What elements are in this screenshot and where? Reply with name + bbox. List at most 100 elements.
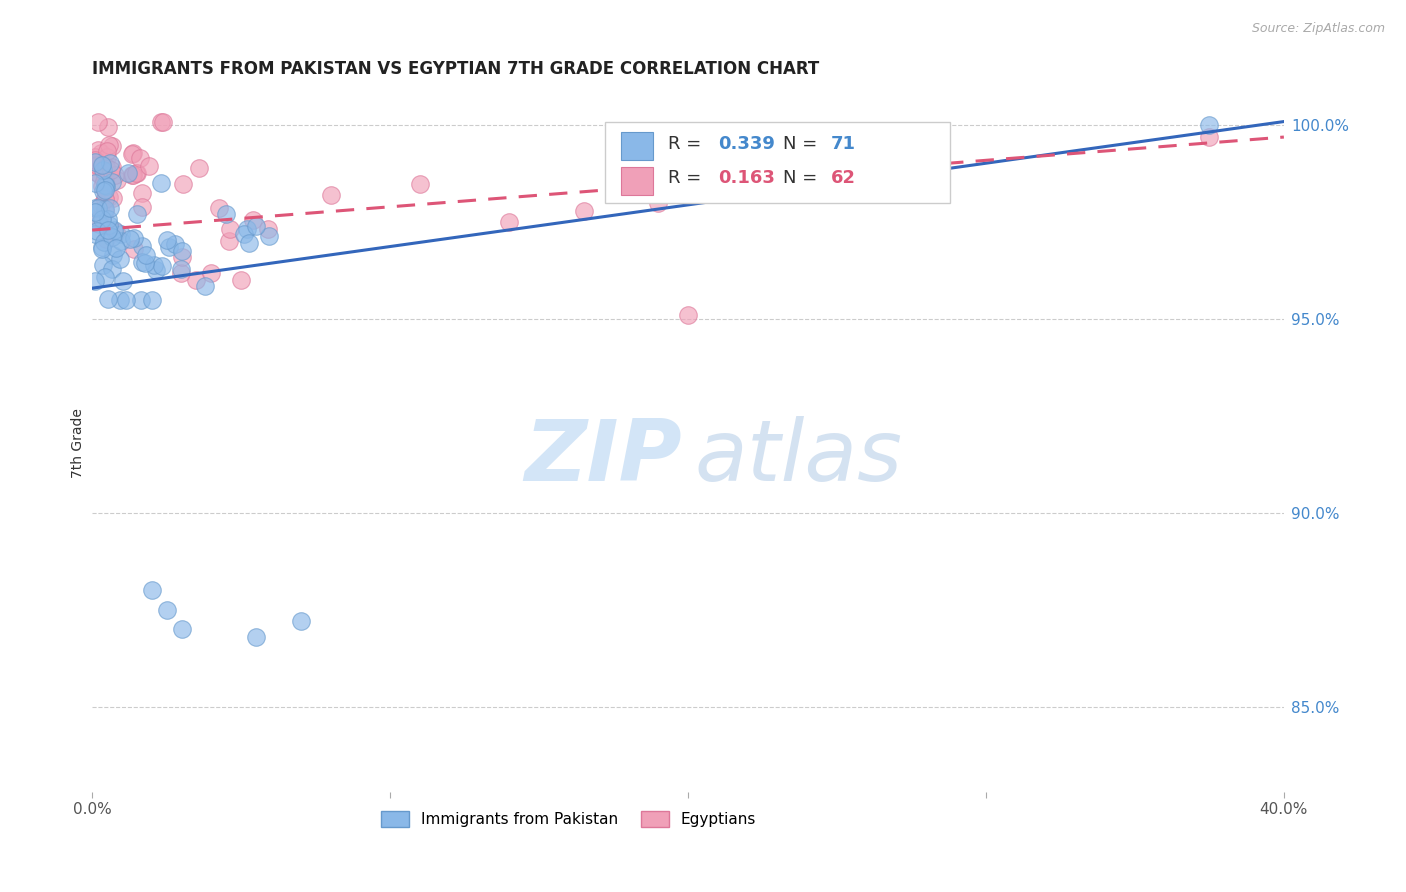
Point xyxy=(98,218,121,232)
Point xyxy=(121,147,143,161)
Point xyxy=(242,212,264,227)
Point xyxy=(319,188,342,202)
Point xyxy=(98,155,121,169)
Point xyxy=(115,293,138,307)
Point xyxy=(103,222,125,236)
Point xyxy=(156,603,179,617)
Point xyxy=(91,184,114,198)
Point xyxy=(97,211,120,226)
Point xyxy=(127,166,149,180)
Point xyxy=(256,222,278,236)
Point xyxy=(245,630,267,644)
Point xyxy=(1198,130,1220,145)
Point xyxy=(90,158,112,172)
Point xyxy=(96,144,118,158)
Point xyxy=(131,255,153,269)
FancyBboxPatch shape xyxy=(621,132,654,160)
Point xyxy=(232,227,254,241)
Point xyxy=(129,293,152,307)
Point xyxy=(87,114,110,128)
Point xyxy=(91,178,114,193)
Point xyxy=(150,259,173,273)
FancyBboxPatch shape xyxy=(605,122,950,202)
Point xyxy=(93,174,115,188)
Point xyxy=(84,164,107,178)
Point xyxy=(156,233,179,247)
Point xyxy=(93,192,115,206)
Point xyxy=(84,227,107,241)
Point xyxy=(172,177,194,191)
Text: 71: 71 xyxy=(831,135,856,153)
Point xyxy=(1198,119,1220,133)
Point xyxy=(138,159,160,173)
Point xyxy=(125,166,148,180)
Point xyxy=(84,273,107,287)
Point xyxy=(100,229,122,244)
Point xyxy=(219,222,242,236)
Point xyxy=(647,196,669,211)
Point xyxy=(90,242,112,256)
Point xyxy=(170,266,193,280)
Point xyxy=(100,163,122,178)
Point xyxy=(122,242,145,256)
Point xyxy=(108,252,131,266)
Point xyxy=(84,153,107,167)
Point xyxy=(121,168,143,182)
Point xyxy=(94,160,117,174)
Point xyxy=(141,293,163,307)
Point xyxy=(97,222,120,236)
Point xyxy=(84,150,107,164)
Point xyxy=(94,184,117,198)
Point xyxy=(498,215,520,229)
Point xyxy=(170,250,193,264)
Point xyxy=(97,120,120,134)
Point xyxy=(84,202,107,216)
Point xyxy=(90,145,112,160)
Point xyxy=(91,211,114,226)
Point xyxy=(94,192,117,206)
Legend: Immigrants from Pakistan, Egyptians: Immigrants from Pakistan, Egyptians xyxy=(375,805,762,833)
Text: N =: N = xyxy=(783,135,824,153)
Point xyxy=(131,238,153,252)
Point xyxy=(97,138,120,153)
Point xyxy=(96,150,118,164)
Point xyxy=(145,263,167,277)
Point xyxy=(97,293,120,307)
Point xyxy=(94,232,117,246)
Point xyxy=(122,146,145,161)
Point xyxy=(87,143,110,157)
Text: 0.163: 0.163 xyxy=(718,169,775,187)
Point xyxy=(236,222,259,236)
Point xyxy=(100,202,122,216)
Point xyxy=(135,248,157,262)
Point xyxy=(94,202,117,217)
Point xyxy=(104,225,127,239)
Point xyxy=(200,266,222,280)
Point xyxy=(86,158,108,172)
Point xyxy=(187,161,209,176)
Point xyxy=(84,177,107,191)
Point xyxy=(143,258,166,272)
Point xyxy=(87,202,110,216)
Point xyxy=(94,178,117,192)
Point xyxy=(122,231,145,245)
Point xyxy=(170,622,193,636)
Point xyxy=(105,173,128,187)
Point xyxy=(84,154,107,169)
Point xyxy=(128,151,150,165)
Point xyxy=(149,176,172,190)
Point xyxy=(101,248,124,262)
Point xyxy=(134,256,156,270)
Text: R =: R = xyxy=(668,135,707,153)
Point xyxy=(100,175,122,189)
Text: N =: N = xyxy=(783,169,824,187)
Point xyxy=(118,232,141,246)
Point xyxy=(104,168,127,182)
Point xyxy=(84,205,107,219)
Point xyxy=(105,241,128,255)
Point xyxy=(157,240,180,254)
Point xyxy=(110,227,132,242)
Point xyxy=(194,278,217,293)
Point xyxy=(87,217,110,231)
Point xyxy=(91,162,114,177)
